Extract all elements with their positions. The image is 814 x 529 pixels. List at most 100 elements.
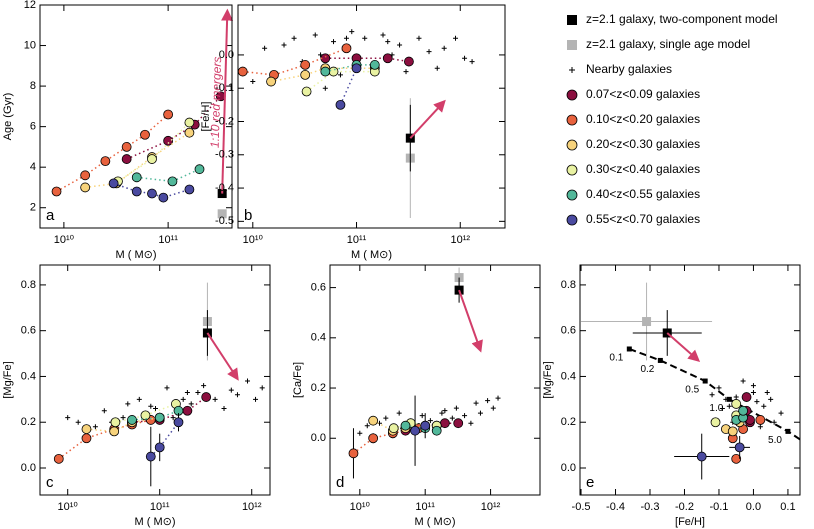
data-point bbox=[145, 451, 156, 462]
y-tick-label: 0.6 bbox=[311, 282, 326, 294]
legend-marker bbox=[566, 139, 578, 151]
x-tick-label: -0.4 bbox=[606, 501, 625, 513]
y-tick-label: 2 bbox=[30, 202, 36, 214]
plot-area bbox=[53, 282, 265, 487]
data-point bbox=[343, 35, 349, 41]
data-point bbox=[108, 178, 119, 189]
y-tick-label: 8 bbox=[30, 80, 36, 92]
data-point bbox=[726, 403, 732, 409]
plot-area bbox=[51, 91, 227, 219]
data-point bbox=[201, 392, 212, 402]
data-point bbox=[328, 66, 339, 77]
data-point bbox=[750, 383, 756, 389]
y-axis-label: [Fe/H] bbox=[200, 102, 212, 132]
data-point bbox=[164, 385, 170, 391]
legend-marker bbox=[566, 164, 578, 176]
data-point bbox=[453, 35, 459, 41]
panel-letter: d bbox=[336, 474, 344, 491]
data-point bbox=[385, 39, 391, 45]
data-point bbox=[388, 423, 399, 434]
data-point bbox=[727, 426, 738, 437]
x-tick-label: 0.0 bbox=[746, 501, 761, 513]
data-point bbox=[238, 66, 248, 77]
y-axis-label: Age (Gyr) bbox=[2, 93, 14, 141]
data-point bbox=[400, 420, 411, 431]
panel: -0.5 -0.4 -0.3 -0.2 -0.1 0.0 0.1 0.0 0.2 0.4 0.6 0.… bbox=[542, 264, 801, 528]
data-point bbox=[349, 29, 355, 35]
data-point bbox=[154, 442, 165, 453]
data-point bbox=[351, 63, 362, 74]
data-point bbox=[731, 453, 742, 464]
series-line bbox=[131, 396, 207, 423]
series-line bbox=[126, 95, 222, 160]
x-tick-label: -0.2 bbox=[675, 501, 694, 513]
data-point bbox=[109, 426, 120, 437]
data-point bbox=[300, 69, 311, 80]
model-point bbox=[726, 396, 732, 402]
legend-label: 0.20<z<0.30 galaxies bbox=[586, 137, 700, 151]
data-point bbox=[477, 410, 483, 416]
y-tick-label: 6 bbox=[30, 121, 36, 133]
data-point bbox=[125, 401, 131, 407]
y-axis-label: [Ca/Fe] bbox=[292, 362, 304, 398]
data-point bbox=[768, 396, 774, 402]
series-line bbox=[393, 422, 437, 429]
x-tick-label: 0.1 bbox=[780, 501, 795, 513]
data-point bbox=[397, 42, 403, 48]
merger-arrow bbox=[221, 8, 234, 194]
x-axis-label: M ( M⊙) bbox=[351, 249, 392, 261]
x-tick-label: 10¹² bbox=[450, 234, 470, 246]
data-point bbox=[158, 192, 169, 203]
y-tick-label: 0.6 bbox=[561, 325, 576, 337]
data-point bbox=[403, 69, 409, 75]
data-point bbox=[485, 398, 491, 404]
data-point bbox=[716, 385, 722, 391]
data-point bbox=[259, 385, 265, 391]
data-point bbox=[404, 56, 414, 67]
x-tick-label: 10¹¹ bbox=[415, 501, 435, 513]
data-point bbox=[301, 86, 312, 97]
data-point bbox=[245, 378, 251, 384]
plot-frame bbox=[579, 264, 801, 496]
data-point bbox=[731, 399, 742, 409]
data-point bbox=[778, 410, 784, 416]
series-line bbox=[270, 67, 375, 83]
data-point bbox=[110, 417, 121, 428]
data-point bbox=[331, 39, 337, 45]
y-tick-label: 0.4 bbox=[311, 332, 326, 344]
model-point bbox=[626, 346, 632, 352]
y-tick-label: 0.0 bbox=[21, 462, 36, 474]
model-label: 1.0 bbox=[709, 403, 723, 414]
data-point bbox=[341, 43, 352, 54]
plot-frame bbox=[237, 4, 506, 229]
model-line bbox=[628, 348, 800, 441]
data-point bbox=[153, 405, 158, 411]
data-point bbox=[322, 85, 328, 91]
data-point bbox=[182, 405, 193, 416]
series-line bbox=[325, 57, 410, 63]
legend-marker bbox=[566, 89, 578, 101]
model-label: 0.5 bbox=[685, 385, 699, 396]
panel-letter: e bbox=[586, 474, 594, 491]
series-line bbox=[115, 403, 177, 423]
data-point bbox=[121, 142, 132, 152]
data-point bbox=[300, 60, 311, 70]
data-point bbox=[410, 425, 420, 436]
y-tick-label: 12 bbox=[24, 0, 36, 11]
data-point bbox=[469, 59, 475, 65]
x-tick-label: 10¹¹ bbox=[158, 234, 178, 246]
data-point bbox=[184, 127, 195, 138]
data-point bbox=[163, 135, 174, 146]
data-point bbox=[754, 399, 760, 405]
data-point bbox=[147, 188, 157, 199]
data-point bbox=[426, 49, 432, 55]
data-point bbox=[131, 172, 142, 183]
y-tick-label: 0.2 bbox=[311, 382, 326, 394]
merger-arrow bbox=[409, 99, 446, 139]
data-point bbox=[312, 32, 318, 38]
series-line bbox=[117, 122, 190, 183]
legend-marker bbox=[566, 189, 578, 201]
data-point bbox=[100, 156, 111, 167]
legend-marker bbox=[567, 15, 577, 25]
